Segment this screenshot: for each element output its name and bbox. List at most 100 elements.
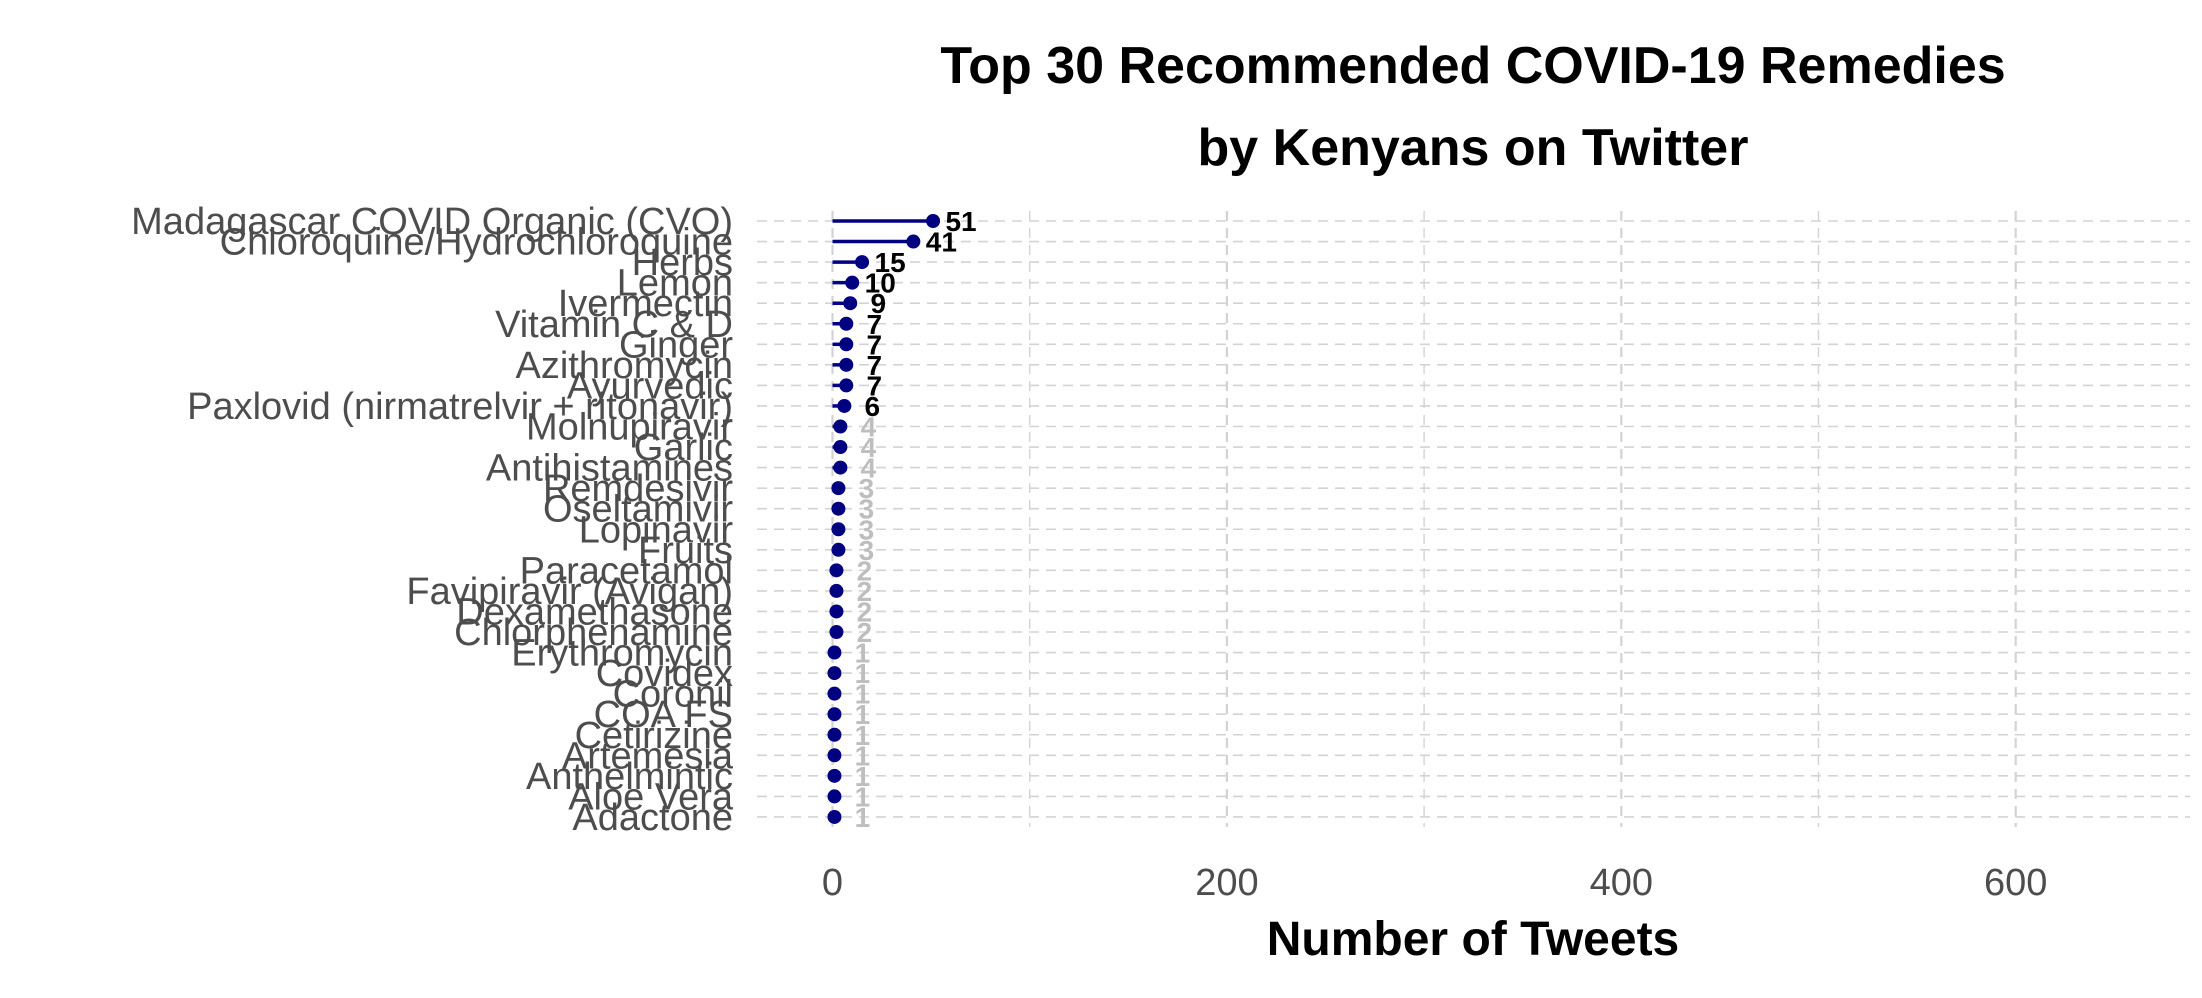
lollipop-point: [829, 625, 844, 639]
category-label: Paxlovid (nirmatrelvir + ritonavir): [187, 386, 733, 428]
value-label: 1: [855, 679, 871, 710]
x-tick-label: 600: [1984, 862, 2047, 904]
category-label: Covidex: [596, 653, 733, 695]
category-label: Lopinavir: [579, 509, 734, 551]
category-label: Aloe Vera: [568, 776, 734, 818]
value-label: 41: [926, 227, 957, 258]
value-label: 7: [867, 309, 883, 340]
value-label: 2: [857, 555, 873, 586]
lollipop-point: [839, 316, 854, 331]
lollipop-point: [829, 583, 844, 598]
value-label: 3: [859, 494, 875, 525]
value-label: 4: [861, 453, 877, 484]
lollipop-point: [827, 645, 842, 660]
lollipop-point: [831, 542, 846, 557]
chart-title-line-2: by Kenyans on Twitter: [1198, 119, 1749, 177]
value-label: 2: [857, 596, 873, 627]
category-label: Favipiravir (Avigan): [406, 571, 733, 613]
value-label: 10: [865, 268, 896, 299]
category-label: Adactone: [572, 797, 733, 839]
lollipop-point: [829, 563, 844, 578]
lollipop-point: [837, 398, 852, 413]
lollipop-point: [843, 296, 858, 311]
text-layer: 5141151097777644433332222111111111Madaga…: [131, 37, 2047, 966]
category-label: Anthelmintic: [526, 756, 733, 798]
lollipop-point: [845, 275, 860, 290]
lollipop-point: [831, 522, 846, 537]
value-label: 15: [875, 247, 906, 278]
value-label: 2: [857, 617, 873, 648]
value-label: 1: [855, 781, 871, 812]
lollipop-point: [831, 501, 846, 516]
lollipop-point: [839, 378, 854, 393]
value-label: 3: [859, 473, 875, 504]
category-label: Madagascar COVID Organic (CVO): [131, 201, 733, 243]
category-label: Chlorphenamine: [454, 612, 733, 654]
category-label: Lemon: [617, 263, 733, 305]
lollipop-point: [827, 809, 842, 824]
value-label: 1: [855, 761, 871, 792]
value-label: 2: [857, 576, 873, 607]
value-label: 3: [859, 535, 875, 566]
category-label: Remdesivir: [543, 468, 733, 510]
lollipop-point: [833, 460, 848, 475]
lollipop-point: [827, 727, 842, 742]
category-label: Ayurvedic: [567, 365, 733, 407]
value-label: 9: [870, 288, 886, 319]
value-label: 4: [861, 432, 877, 463]
value-label: 7: [867, 350, 883, 381]
lollipop-point: [855, 255, 870, 270]
lollipop-point: [833, 440, 848, 455]
category-label: Erythromycin: [511, 633, 733, 675]
value-label: 7: [867, 370, 883, 401]
category-label: Coronil: [613, 674, 733, 716]
lollipop-point: [827, 707, 842, 722]
lollipop-point: [829, 604, 844, 619]
category-label: Artemesia: [562, 735, 734, 777]
mark-layer: [827, 214, 941, 824]
category-label: COA FS: [594, 694, 733, 736]
lollipop-point: [926, 214, 941, 228]
category-label: Garlic: [634, 427, 733, 469]
category-label: Herbs: [632, 242, 733, 284]
x-axis-title: Number of Tweets: [1267, 913, 1680, 966]
lollipop-point: [827, 686, 842, 701]
category-label: Chloroquine/Hydrochloroquine: [220, 222, 733, 264]
value-label: 1: [855, 802, 871, 833]
category-label: Ginger: [619, 324, 733, 366]
value-label: 1: [855, 658, 871, 689]
value-label: 1: [855, 740, 871, 771]
category-label: Ivermectin: [558, 283, 733, 325]
category-label: Fruits: [638, 530, 733, 572]
category-label: Paracetamol: [520, 550, 733, 592]
category-label: Molnupiravir: [526, 407, 733, 449]
lollipop-point: [827, 666, 842, 681]
value-label: 1: [855, 699, 871, 730]
x-tick-label: 400: [1590, 862, 1653, 904]
value-label: 4: [861, 412, 877, 443]
value-label: 3: [859, 514, 875, 545]
lollipop-point: [827, 789, 842, 804]
value-label: 1: [855, 638, 871, 669]
lollipop-point: [906, 234, 921, 249]
chart-title: Top 30 Recommended COVID-19 Remedies: [940, 37, 2005, 95]
x-tick-label: 200: [1195, 862, 1258, 904]
lollipop-point: [839, 337, 854, 352]
category-label: Dexamethasone: [456, 591, 733, 633]
category-label: Cetirizine: [575, 715, 733, 757]
category-label: Azithromycin: [516, 345, 734, 387]
x-tick-label: 0: [822, 862, 843, 904]
lollipop-point: [827, 768, 842, 783]
value-label: 51: [945, 206, 976, 237]
category-label: Oseltamivir: [543, 489, 733, 531]
lollipop-point: [831, 481, 846, 496]
value-label: 1: [855, 720, 871, 751]
category-label: Antihistamines: [486, 448, 733, 490]
category-label: Vitamin C & D: [495, 304, 733, 346]
value-label: 7: [867, 329, 883, 360]
lollipop-point: [839, 357, 854, 372]
value-label: 6: [865, 391, 881, 422]
grid-layer: [757, 211, 2190, 827]
